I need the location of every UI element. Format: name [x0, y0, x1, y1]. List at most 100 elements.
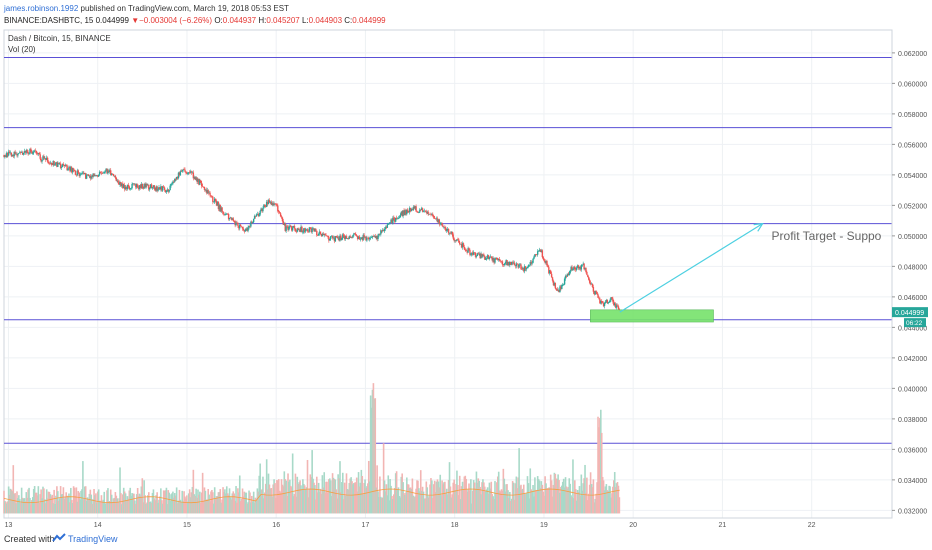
volume-bar: [11, 491, 14, 514]
volume-bar: [618, 497, 621, 514]
volume-bar: [601, 476, 604, 514]
candle: [194, 177, 196, 180]
candle: [5, 155, 7, 158]
volume-bar: [324, 492, 326, 514]
volume-bar: [18, 495, 20, 514]
price-chart[interactable]: Dash / Bitcoin, 15, BINANCE Vol (20) Pro…: [0, 28, 932, 530]
candle: [59, 163, 62, 168]
candle: [542, 257, 544, 260]
volume-bar: [454, 490, 456, 514]
volume-bar: [535, 489, 538, 514]
countdown-tag: [904, 318, 926, 328]
candle: [379, 233, 381, 235]
volume-bar: [68, 493, 70, 514]
volume-bar: [576, 489, 579, 514]
volume-bar: [136, 487, 139, 514]
candle: [540, 250, 543, 252]
drawings[interactable]: Profit Target - Suppo: [590, 222, 882, 323]
volume-bar: [89, 489, 92, 514]
candle: [92, 173, 94, 177]
volume-bar: [536, 476, 539, 514]
candle: [237, 222, 239, 226]
candle: [355, 233, 357, 236]
volume-bar: [290, 487, 293, 514]
volume-bar: [302, 479, 304, 514]
candle: [381, 230, 384, 232]
candle: [165, 191, 168, 193]
horizontal-lines[interactable]: [4, 56, 892, 444]
candle: [146, 183, 148, 186]
volume-bar: [499, 491, 502, 514]
volume-bar: [254, 497, 257, 514]
volume-bar: [287, 473, 289, 514]
candle: [34, 150, 37, 152]
volume-bar: [493, 498, 495, 514]
candle: [175, 179, 177, 180]
volume-bar: [560, 486, 562, 514]
volume-bar: [29, 497, 31, 514]
candle: [513, 262, 516, 266]
volume-bar: [289, 479, 291, 514]
volume-bar: [388, 500, 390, 514]
candle: [455, 240, 457, 241]
volume-bar: [557, 474, 559, 514]
volume-bar: [328, 479, 330, 514]
volume-bar: [568, 478, 571, 514]
volume-bar: [402, 482, 404, 514]
volume-bar: [366, 486, 368, 514]
volume-bar: [431, 480, 433, 514]
volume-bar: [391, 495, 393, 514]
volume-bar: [27, 489, 29, 514]
candle: [149, 184, 152, 189]
candle: [614, 303, 617, 308]
volume-bar: [265, 459, 268, 514]
volume-bar: [615, 483, 618, 514]
candle: [602, 303, 605, 307]
profit-target-arrow[interactable]: [619, 223, 763, 313]
volume-bar: [150, 503, 153, 514]
candle: [184, 169, 186, 172]
volume-bar: [475, 471, 478, 514]
volume-bar: [250, 502, 252, 514]
volume-bar: [555, 478, 558, 514]
candle: [592, 286, 595, 292]
candle: [317, 235, 319, 236]
support-zone[interactable]: [590, 309, 714, 323]
candle: [577, 265, 580, 269]
candle: [261, 208, 263, 212]
candle: [467, 248, 469, 253]
candle: [376, 236, 378, 240]
volume-bar: [184, 496, 186, 514]
tradingview-brand[interactable]: TradingView: [68, 534, 118, 544]
candle: [53, 161, 55, 166]
x-axis[interactable]: 13 14 15 16 17 18 19 20 21 22: [5, 522, 816, 529]
volume-bar: [437, 481, 440, 514]
y-axis[interactable]: 0.062000 0.060000 0.058000 0.056000 0.054000…: [891, 30, 927, 518]
candle: [67, 168, 69, 171]
candle: [109, 170, 111, 172]
volume-bar: [155, 495, 158, 514]
volume-bar: [502, 468, 505, 514]
candle: [252, 218, 255, 223]
candle: [150, 184, 153, 189]
volume-bar: [371, 389, 374, 514]
candle: [393, 217, 395, 219]
volume-bar: [608, 485, 610, 514]
volume-bar: [533, 496, 535, 514]
candle: [498, 259, 500, 260]
volume-bar: [70, 487, 72, 514]
volume-bar: [15, 503, 17, 514]
candle: [332, 237, 335, 239]
candle: [51, 164, 53, 165]
volume-bar: [174, 495, 177, 514]
candle: [575, 267, 578, 270]
candle: [44, 158, 46, 159]
volume-bar: [28, 487, 30, 514]
candle: [364, 236, 366, 238]
candle: [442, 225, 444, 228]
candle: [136, 184, 139, 188]
candle: [24, 150, 27, 153]
volume-bar: [394, 473, 397, 514]
volume-bar: [133, 493, 135, 514]
author-link[interactable]: james.robinson.1992: [4, 4, 79, 13]
